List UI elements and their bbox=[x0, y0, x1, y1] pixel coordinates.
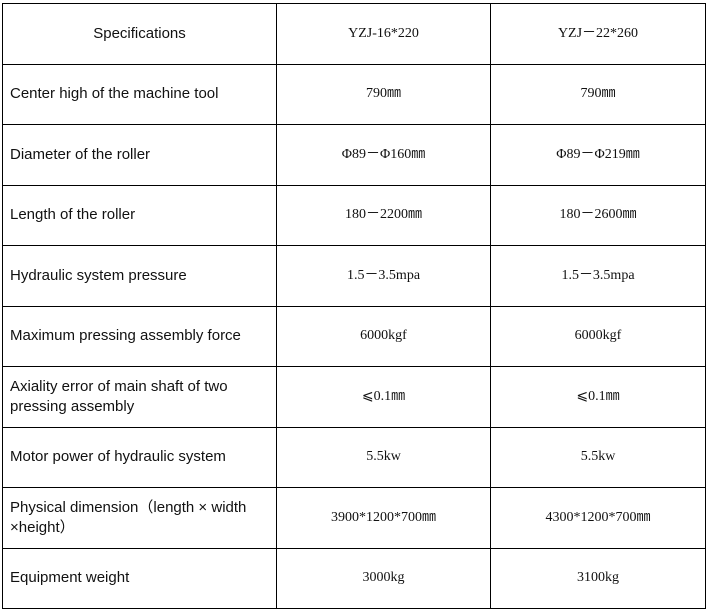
table-row: Center high of the machine tool 790㎜ 790㎜ bbox=[2, 63, 706, 125]
table-header-row: Specifications YZJ-16*220 YZJ－22*260 bbox=[2, 3, 706, 65]
row-label: Motor power of hydraulic system bbox=[2, 426, 277, 488]
row-label: Equipment weight bbox=[2, 547, 277, 609]
row-label: Length of the roller bbox=[2, 184, 277, 246]
table-row: Length of the roller 180－2200㎜ 180－2600㎜ bbox=[2, 184, 706, 246]
row-value-model-2: 6000kgf bbox=[490, 305, 706, 367]
row-label: Hydraulic system pressure bbox=[2, 245, 277, 307]
row-label: Center high of the machine tool bbox=[2, 63, 277, 125]
row-label: Axiality error of main shaft of two pres… bbox=[2, 366, 277, 428]
row-value-model-2: 5.5kw bbox=[490, 426, 706, 488]
header-specifications: Specifications bbox=[2, 3, 277, 65]
table-row: Axiality error of main shaft of two pres… bbox=[2, 366, 706, 428]
table-row: Motor power of hydraulic system 5.5kw 5.5k… bbox=[2, 426, 706, 488]
row-value-model-1: 3000kg bbox=[276, 547, 491, 609]
row-value-model-1: Φ89－Φ160㎜ bbox=[276, 124, 491, 186]
table-row: Maximum pressing assembly force 6000kgf 60… bbox=[2, 305, 706, 367]
row-value-model-1: ⩽0.1㎜ bbox=[276, 366, 491, 428]
row-value-model-1: 3900*1200*700㎜ bbox=[276, 487, 491, 549]
row-value-model-2: Φ89－Φ219㎜ bbox=[490, 124, 706, 186]
specifications-table: Specifications YZJ-16*220 YZJ－22*260 Cen… bbox=[2, 3, 706, 609]
row-label: Physical dimension（length × width ×heigh… bbox=[2, 487, 277, 549]
row-value-model-1: 790㎜ bbox=[276, 63, 491, 125]
row-value-model-2: 3100kg bbox=[490, 547, 706, 609]
header-model-2: YZJ－22*260 bbox=[490, 3, 706, 65]
table-row: Diameter of the roller Φ89－Φ160㎜ Φ89－Φ219㎜ bbox=[2, 124, 706, 186]
header-model-1: YZJ-16*220 bbox=[276, 3, 491, 65]
row-label: Maximum pressing assembly force bbox=[2, 305, 277, 367]
row-value-model-2: 790㎜ bbox=[490, 63, 706, 125]
row-label: Diameter of the roller bbox=[2, 124, 277, 186]
row-value-model-2: 1.5－3.5mpa bbox=[490, 245, 706, 307]
row-value-model-1: 180－2200㎜ bbox=[276, 184, 491, 246]
row-value-model-2: ⩽0.1㎜ bbox=[490, 366, 706, 428]
row-value-model-1: 1.5－3.5mpa bbox=[276, 245, 491, 307]
row-value-model-1: 6000kgf bbox=[276, 305, 491, 367]
table-row: Hydraulic system pressure 1.5－3.5mpa 1.5－3… bbox=[2, 245, 706, 307]
row-value-model-2: 180－2600㎜ bbox=[490, 184, 706, 246]
table-row: Equipment weight 3000kg 3100kg bbox=[2, 547, 706, 609]
table-row: Physical dimension（length × width ×heigh… bbox=[2, 487, 706, 549]
row-value-model-2: 4300*1200*700㎜ bbox=[490, 487, 706, 549]
row-value-model-1: 5.5kw bbox=[276, 426, 491, 488]
